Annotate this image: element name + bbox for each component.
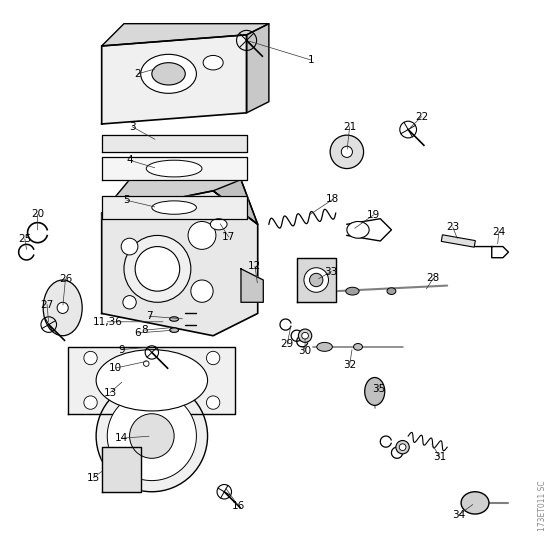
Text: 35: 35 (372, 384, 386, 394)
Polygon shape (102, 135, 246, 152)
Ellipse shape (298, 329, 312, 342)
Ellipse shape (203, 55, 223, 70)
Ellipse shape (396, 441, 409, 454)
Bar (441, 235, 475, 247)
Ellipse shape (207, 351, 220, 365)
Text: 34: 34 (452, 510, 465, 520)
Ellipse shape (304, 268, 329, 292)
Text: 3: 3 (129, 122, 136, 132)
Ellipse shape (387, 288, 396, 295)
Ellipse shape (96, 380, 208, 492)
Polygon shape (102, 447, 141, 492)
Ellipse shape (302, 333, 309, 339)
Ellipse shape (108, 391, 197, 480)
Polygon shape (102, 191, 258, 336)
Ellipse shape (365, 377, 385, 405)
Text: 33: 33 (325, 267, 338, 277)
Ellipse shape (341, 146, 352, 157)
Ellipse shape (346, 287, 359, 295)
Ellipse shape (310, 273, 323, 287)
Ellipse shape (152, 63, 185, 85)
Text: 29: 29 (281, 339, 294, 349)
Ellipse shape (317, 342, 333, 351)
Ellipse shape (135, 246, 180, 291)
Text: 14: 14 (115, 433, 128, 444)
Ellipse shape (353, 343, 362, 350)
Polygon shape (102, 197, 246, 219)
Polygon shape (297, 258, 336, 302)
Polygon shape (213, 180, 258, 224)
Ellipse shape (170, 328, 179, 333)
Ellipse shape (129, 414, 174, 458)
Polygon shape (241, 269, 263, 302)
Ellipse shape (207, 396, 220, 409)
Text: 12: 12 (248, 261, 262, 271)
Polygon shape (102, 24, 269, 46)
Text: 26: 26 (59, 274, 72, 284)
Polygon shape (102, 180, 258, 224)
Polygon shape (246, 24, 269, 113)
Text: 30: 30 (298, 346, 311, 356)
Ellipse shape (123, 296, 136, 309)
Polygon shape (102, 35, 246, 124)
Text: 1: 1 (307, 55, 314, 65)
Ellipse shape (211, 219, 227, 230)
Text: 17: 17 (222, 232, 235, 242)
Ellipse shape (57, 302, 68, 314)
Ellipse shape (121, 238, 138, 255)
Ellipse shape (141, 54, 197, 94)
Text: 25: 25 (18, 234, 31, 244)
Text: 19: 19 (367, 210, 380, 220)
Ellipse shape (347, 222, 369, 238)
Ellipse shape (84, 351, 97, 365)
Text: 18: 18 (326, 194, 339, 204)
Text: 9: 9 (118, 344, 124, 354)
Text: 8: 8 (141, 325, 148, 335)
Text: 15: 15 (87, 473, 100, 483)
Text: 22: 22 (415, 112, 428, 122)
Text: 21: 21 (343, 122, 356, 132)
Text: 11,36: 11,36 (92, 317, 122, 327)
Ellipse shape (96, 349, 208, 411)
Text: 28: 28 (427, 273, 440, 283)
Text: 24: 24 (492, 227, 506, 236)
Text: 5: 5 (123, 195, 130, 206)
Text: 10: 10 (109, 363, 122, 373)
Text: 23: 23 (446, 222, 459, 232)
Ellipse shape (188, 222, 216, 249)
Ellipse shape (124, 235, 191, 302)
Ellipse shape (330, 135, 363, 169)
Ellipse shape (146, 160, 202, 177)
Ellipse shape (143, 361, 149, 366)
Text: 2: 2 (134, 69, 141, 79)
Text: 4: 4 (126, 155, 133, 165)
Ellipse shape (139, 357, 153, 370)
Text: 20: 20 (31, 209, 44, 220)
Ellipse shape (152, 201, 197, 214)
Text: 16: 16 (232, 501, 245, 511)
Text: 13: 13 (104, 388, 116, 398)
Ellipse shape (170, 317, 179, 321)
Ellipse shape (191, 280, 213, 302)
Ellipse shape (399, 444, 406, 450)
Polygon shape (68, 347, 235, 414)
Text: 27: 27 (40, 300, 54, 310)
Ellipse shape (461, 492, 489, 514)
Text: 7: 7 (146, 311, 152, 321)
Text: 6: 6 (134, 328, 141, 338)
Text: 173ET011 SC: 173ET011 SC (539, 480, 548, 531)
Text: 31: 31 (433, 452, 446, 462)
Text: 32: 32 (343, 360, 356, 370)
Ellipse shape (43, 280, 82, 336)
Ellipse shape (84, 396, 97, 409)
Polygon shape (102, 157, 246, 180)
